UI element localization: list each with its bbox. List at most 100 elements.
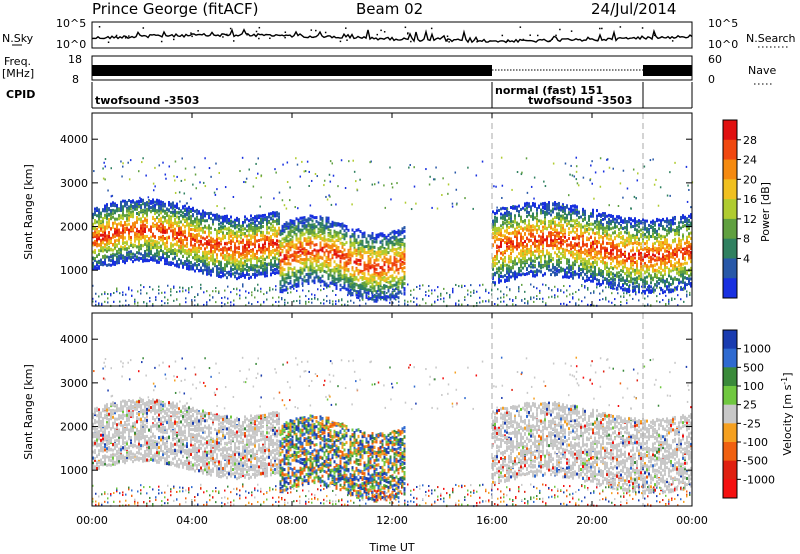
power-echo-cell: [387, 276, 390, 280]
power-echo-cell: [498, 279, 500, 283]
power-echo-cell: [186, 213, 188, 217]
power-echo-cell: [114, 217, 116, 221]
power-echo-cell: [279, 263, 282, 267]
power-echo-cell: [283, 262, 286, 266]
power-echo-cell: [128, 237, 130, 241]
power-echo-cell: [283, 283, 286, 287]
power-echo-cell: [331, 279, 334, 283]
power-echo-cell: [202, 213, 204, 217]
power-echo-cell: [502, 238, 504, 242]
power-echo-cell: [287, 242, 290, 246]
power-echo-cell: [363, 289, 366, 293]
power-echo-cell: [281, 284, 284, 288]
power-echo-cell: [313, 266, 316, 270]
power-echo-cell: [228, 231, 230, 235]
power-echo-cell: [138, 200, 140, 204]
power-echo-cell: [264, 245, 266, 249]
power-echo-cell: [289, 281, 292, 285]
power-echo-cell: [124, 244, 126, 248]
power-echo-cell: [266, 271, 268, 275]
power-echo-cell: [315, 243, 318, 247]
power-echo-cell: [546, 250, 548, 254]
power-echo-cell: [260, 221, 262, 225]
power-echo-cell: [146, 254, 148, 258]
power-echo-cell: [375, 236, 378, 240]
power-echo-cell: [383, 249, 386, 253]
power-echo-cell: [552, 210, 554, 214]
power-echo-cell: [295, 227, 298, 231]
power-echo-cell: [299, 234, 302, 238]
power-echo-cell: [156, 248, 158, 252]
power-echo-cell: [361, 243, 364, 247]
power-echo-cell: [218, 260, 220, 264]
power-echo-cell: [224, 263, 226, 267]
power-echo-cell: [278, 269, 280, 273]
power-echo-cell: [96, 244, 98, 248]
power-echo-cell: [252, 256, 254, 260]
power-echo-cell: [156, 199, 158, 203]
power-echo-cell: [385, 284, 388, 288]
power-echo-cell: [220, 248, 222, 252]
power-echo-cell: [373, 252, 376, 256]
power-echo-cell: [391, 295, 394, 299]
power-echo-cell: [108, 232, 110, 236]
power-echo-cell: [331, 276, 334, 280]
power-echo-cell: [254, 227, 256, 231]
power-echo-cell: [279, 247, 282, 251]
power-echo-cell: [343, 281, 346, 285]
power-echo-cell: [108, 225, 110, 229]
power-echo-cell: [391, 246, 394, 250]
power-echo-cell: [375, 267, 378, 271]
power-echo-cell: [401, 267, 404, 271]
power-echo-cell: [333, 275, 336, 279]
power-echo-cell: [335, 238, 338, 242]
power-echo-cell: [114, 243, 116, 247]
power-echo-cell: [212, 218, 214, 222]
power-echo-cell: [325, 244, 328, 248]
power-echo-cell: [110, 253, 112, 257]
power-echo-cell: [180, 220, 182, 224]
power-echo-cell: [548, 255, 550, 259]
power-echo-cell: [260, 225, 262, 229]
power-echo-cell: [172, 214, 174, 218]
power-echo-cell: [283, 257, 286, 261]
power-echo-cell: [122, 205, 124, 209]
power-echo-cell: [184, 260, 186, 264]
power-echo-cell: [287, 271, 290, 275]
power-echo-cell: [365, 251, 368, 255]
power-echo-cell: [210, 254, 212, 258]
power-echo-cell: [150, 257, 152, 261]
power-echo-cell: [250, 254, 252, 258]
power-echo-cell: [311, 263, 314, 267]
noise-dot: [430, 27, 433, 30]
power-echo-cell: [108, 234, 110, 238]
power-echo-cell: [254, 238, 256, 242]
power-echo-cell: [184, 244, 186, 248]
power-echo-cell: [268, 212, 270, 216]
power-echo-cell: [92, 264, 94, 268]
power-echo-cell: [120, 206, 122, 210]
power-echo-cell: [110, 255, 112, 259]
power-echo-cell: [526, 227, 528, 231]
power-echo-cell: [146, 203, 148, 207]
noise-dot: [284, 31, 287, 33]
power-echo-cell: [337, 234, 340, 238]
power-echo-cell: [268, 231, 270, 235]
power-echo-cell: [510, 256, 512, 260]
power-echo-cell: [238, 262, 240, 266]
power-echo-cell: [544, 272, 546, 276]
power-echo-cell: [278, 249, 280, 253]
power-echo-cell: [401, 262, 404, 266]
power-echo-cell: [134, 253, 136, 257]
power-echo-cell: [128, 252, 130, 256]
power-echo-cell: [198, 239, 200, 243]
power-echo-cell: [317, 227, 320, 231]
power-echo-cell: [196, 226, 198, 230]
power-echo-cell: [363, 281, 366, 285]
power-echo-cell: [244, 273, 246, 277]
power-echo-cell: [136, 229, 138, 233]
power-echo-cell: [98, 249, 100, 253]
power-echo-cell: [347, 288, 350, 292]
power-echo-cell: [550, 225, 552, 229]
power-echo-cell: [534, 227, 536, 231]
